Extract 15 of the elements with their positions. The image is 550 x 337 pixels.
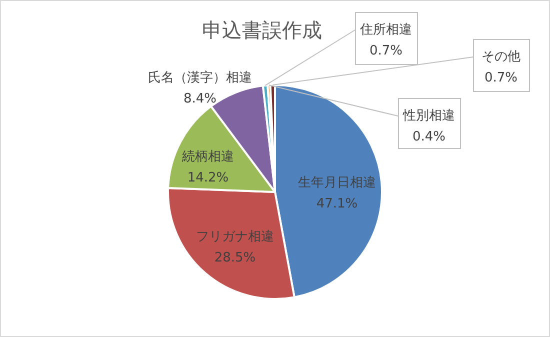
data-label: 0.7% bbox=[484, 70, 518, 86]
data-label: 14.2% bbox=[187, 170, 229, 186]
slice-label: その他 bbox=[482, 49, 520, 64]
chart-title: 申込書誤作成 bbox=[202, 18, 322, 42]
data-label: 28.5% bbox=[214, 250, 256, 266]
slice-label: 住所相違 bbox=[359, 22, 412, 38]
data-label: 8.4% bbox=[183, 91, 217, 106]
slice-label: フリガナ相違 bbox=[196, 229, 274, 244]
slice-label: 氏名（漢字）相違 bbox=[148, 69, 252, 86]
data-label: 0.7% bbox=[369, 43, 403, 58]
slice-label: 続柄相違 bbox=[181, 149, 234, 164]
data-label: 47.1% bbox=[316, 196, 358, 212]
data-label: 0.4% bbox=[412, 129, 446, 144]
slice-label: 生年月日相違 bbox=[298, 175, 376, 190]
slice-label: 性別相違 bbox=[402, 108, 455, 124]
